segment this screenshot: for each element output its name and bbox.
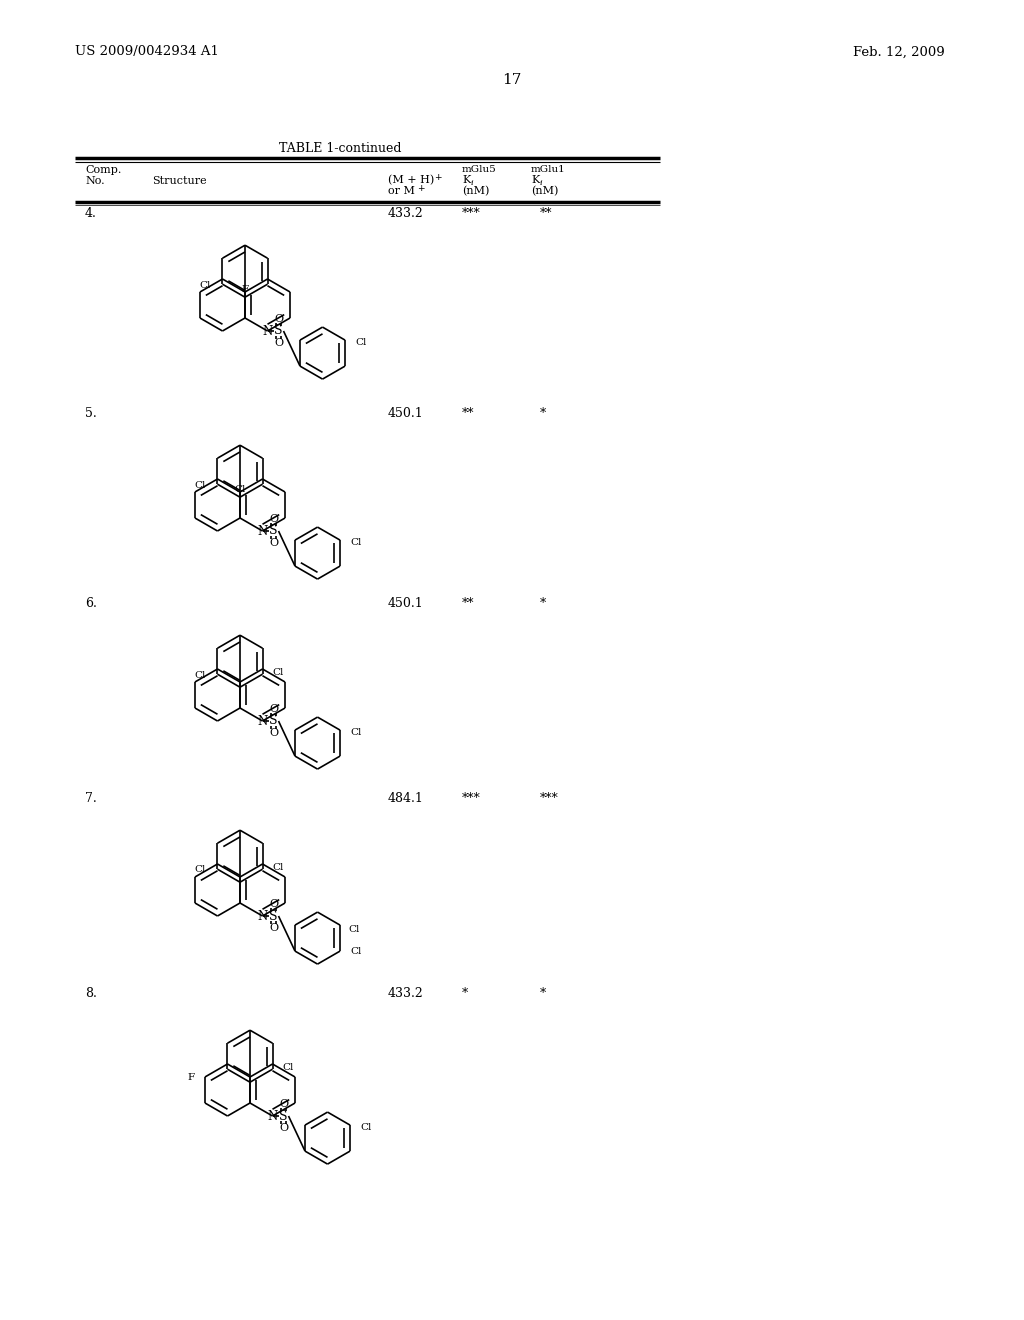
Text: +: +	[417, 183, 425, 193]
Text: 5.: 5.	[85, 407, 96, 420]
Text: O: O	[269, 899, 279, 909]
Text: (nM): (nM)	[531, 186, 558, 197]
Text: Cl: Cl	[195, 866, 206, 874]
Text: S: S	[274, 325, 283, 338]
Text: O: O	[274, 314, 283, 323]
Text: N: N	[257, 715, 267, 729]
Text: Cl: Cl	[272, 863, 284, 871]
Text: *: *	[540, 987, 546, 1001]
Text: i: i	[471, 180, 474, 187]
Text: K: K	[531, 176, 540, 185]
Text: Cl: Cl	[360, 1122, 372, 1131]
Text: 4.: 4.	[85, 207, 97, 220]
Text: K: K	[462, 176, 470, 185]
Text: Cl: Cl	[195, 671, 206, 680]
Text: **: **	[462, 597, 474, 610]
Text: N: N	[257, 525, 267, 539]
Text: Comp.: Comp.	[85, 165, 122, 176]
Text: TABLE 1-continued: TABLE 1-continued	[279, 141, 401, 154]
Text: Cl: Cl	[348, 924, 359, 933]
Text: **: **	[462, 407, 474, 420]
Text: 17: 17	[503, 73, 521, 87]
Text: N: N	[262, 325, 272, 338]
Text: 433.2: 433.2	[388, 207, 424, 220]
Text: ***: ***	[462, 792, 480, 805]
Text: ***: ***	[462, 207, 480, 220]
Text: 450.1: 450.1	[388, 597, 424, 610]
Text: *: *	[540, 597, 546, 610]
Text: Feb. 12, 2009: Feb. 12, 2009	[853, 45, 945, 58]
Text: S: S	[269, 909, 278, 923]
Text: 450.1: 450.1	[388, 407, 424, 420]
Text: 8.: 8.	[85, 987, 97, 1001]
Text: S: S	[280, 1110, 288, 1122]
Text: No.: No.	[85, 176, 104, 186]
Text: +: +	[434, 173, 441, 182]
Text: 7.: 7.	[85, 792, 96, 805]
Text: mGlu5: mGlu5	[462, 165, 497, 174]
Text: O: O	[269, 704, 279, 714]
Text: or M: or M	[388, 186, 415, 195]
Text: Cl: Cl	[234, 484, 246, 494]
Text: *: *	[540, 407, 546, 420]
Text: ***: ***	[540, 792, 559, 805]
Text: Structure: Structure	[152, 176, 207, 186]
Text: US 2009/0042934 A1: US 2009/0042934 A1	[75, 45, 219, 58]
Text: O: O	[274, 338, 283, 348]
Text: S: S	[269, 714, 278, 727]
Text: O: O	[269, 729, 279, 738]
Text: F: F	[187, 1072, 195, 1081]
Text: **: **	[540, 207, 553, 220]
Text: Cl: Cl	[272, 668, 284, 677]
Text: O: O	[279, 1100, 288, 1109]
Text: S: S	[269, 524, 278, 537]
Text: O: O	[279, 1123, 288, 1133]
Text: 484.1: 484.1	[388, 792, 424, 805]
Text: Cl: Cl	[350, 727, 361, 737]
Text: 6.: 6.	[85, 597, 97, 610]
Text: 433.2: 433.2	[388, 987, 424, 1001]
Text: N: N	[267, 1110, 278, 1123]
Text: (nM): (nM)	[462, 186, 489, 197]
Text: Cl: Cl	[350, 946, 361, 956]
Text: O: O	[269, 513, 279, 524]
Text: Cl: Cl	[199, 281, 211, 289]
Text: *: *	[462, 987, 468, 1001]
Text: O: O	[269, 539, 279, 548]
Text: Cl: Cl	[283, 1063, 294, 1072]
Text: Cl: Cl	[350, 537, 361, 546]
Text: Cl: Cl	[355, 338, 367, 347]
Text: i: i	[540, 180, 543, 187]
Text: N: N	[257, 909, 267, 923]
Text: mGlu1: mGlu1	[531, 165, 565, 174]
Text: Cl: Cl	[195, 480, 206, 490]
Text: (M + H): (M + H)	[388, 176, 434, 185]
Text: O: O	[269, 923, 279, 933]
Text: F: F	[242, 285, 249, 294]
